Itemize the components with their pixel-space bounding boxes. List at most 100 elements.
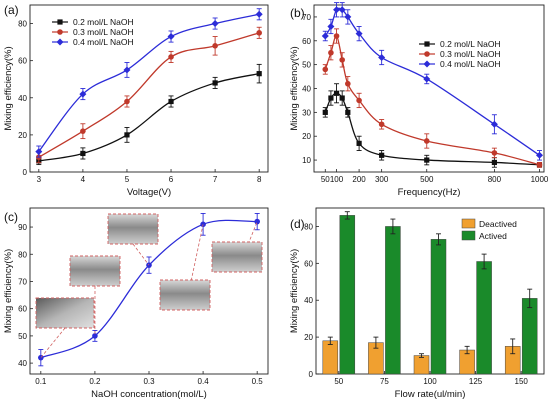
data-point <box>168 54 174 60</box>
data-point <box>35 148 43 156</box>
x-tick-label: 3 <box>37 175 42 184</box>
micrograph-inset <box>35 297 95 358</box>
x-tick-label: 5 <box>125 175 130 184</box>
data-point <box>379 152 385 158</box>
error-bar <box>419 353 424 358</box>
legend-label: 0.2 mol/L NaOH <box>73 17 134 27</box>
data-point <box>168 98 174 105</box>
x-tick-label: 0.3 <box>143 377 155 386</box>
legend-label: Actived <box>479 231 507 241</box>
legend-marker <box>424 51 430 57</box>
x-tick-label: 6 <box>169 175 174 184</box>
error-bar <box>373 336 379 349</box>
data-point <box>333 33 340 39</box>
data-point <box>339 57 345 63</box>
series-line <box>324 7 540 156</box>
plot-frame <box>29 4 269 173</box>
data-series <box>36 26 262 164</box>
inset-image <box>159 279 211 311</box>
x-tick-label: 100 <box>330 175 344 184</box>
data-point <box>491 150 498 156</box>
data-point <box>80 128 86 134</box>
data-point <box>424 157 430 163</box>
data-point <box>321 32 329 40</box>
series-line <box>38 13 260 152</box>
series-line <box>38 32 260 158</box>
bar-actived <box>385 226 401 375</box>
panel-b: 10 20 30 40 50 60 70(b) Mixing efficiency(%) Fre… <box>289 2 549 198</box>
y-tick-label: 20 <box>304 333 313 342</box>
data-point <box>333 6 341 14</box>
x-axis-label: Flow rate(ul/min) <box>395 389 466 400</box>
data-point <box>355 30 363 38</box>
y-tick-label: 80 <box>18 20 27 29</box>
data-point <box>333 90 340 96</box>
data-point <box>328 95 334 101</box>
data-point <box>378 121 385 128</box>
x-tick-label: 1000 <box>531 175 549 184</box>
data-point <box>256 30 262 36</box>
micrograph-inset <box>211 221 263 273</box>
data-point <box>212 43 218 49</box>
data-point <box>256 71 262 77</box>
y-axis-label: Mixing efficiency(%) <box>3 249 14 333</box>
data-point <box>167 33 175 41</box>
bar-actived <box>476 261 492 375</box>
y-tick-label: 40 <box>304 296 313 305</box>
inset-image <box>69 255 121 287</box>
y-tick-label: 40 <box>302 85 311 94</box>
y-axis-label: Mixing efficiency(%) <box>3 46 14 130</box>
x-tick-label: 300 <box>375 175 389 184</box>
y-tick-label: 10 <box>302 156 311 165</box>
bar-actived <box>339 215 356 375</box>
legend-marker <box>56 38 64 46</box>
legend-label: 0.3 mol/L NaOH <box>440 49 501 59</box>
y-tick-label: 30 <box>302 108 311 117</box>
data-point <box>344 13 352 21</box>
y-tick-label: 80 <box>18 250 27 259</box>
inset-connector <box>184 224 204 311</box>
x-tick-label: 125 <box>469 377 483 386</box>
inset-connector <box>40 327 66 358</box>
legend-label: 0.2 mol/L NaOH <box>440 39 501 49</box>
y-tick-label: 20 <box>302 132 311 141</box>
x-tick-label: 75 <box>380 377 389 386</box>
error-bar <box>527 288 533 309</box>
data-point <box>322 109 328 115</box>
y-tick-label: 60 <box>304 259 313 268</box>
micrograph-inset <box>107 213 159 266</box>
data-series <box>321 2 543 161</box>
legend-marker <box>57 29 63 35</box>
data-point <box>535 151 543 159</box>
x-tick-label: 50 <box>334 377 343 386</box>
data-point <box>124 132 130 138</box>
data-series <box>322 83 543 168</box>
x-tick-label: 7 <box>213 175 218 184</box>
inset-image <box>107 213 159 245</box>
x-axis-label: NaOH concentration(mol/L) <box>91 389 207 400</box>
data-series <box>35 8 263 158</box>
y-tick-label: 90 <box>18 223 27 232</box>
micrograph-inset <box>69 255 121 336</box>
y-tick-label: 50 <box>302 61 311 70</box>
y-axis-label: Mixing efficiency(%) <box>289 249 300 333</box>
data-point <box>338 6 346 14</box>
data-point <box>322 66 329 73</box>
error-bar <box>344 211 350 220</box>
y-tick-label: 60 <box>18 57 27 66</box>
data-series <box>322 28 543 168</box>
data-point <box>80 150 86 157</box>
data-point <box>211 20 219 28</box>
data-point <box>146 262 152 268</box>
data-point <box>356 140 362 146</box>
data-point <box>79 90 87 98</box>
legend-marker <box>57 19 63 25</box>
legend-label: 0.3 mol/L NaOH <box>73 27 134 37</box>
bar-actived <box>430 239 447 375</box>
y-tick-label: 50 <box>18 332 27 341</box>
x-tick-label: 0.1 <box>35 377 47 386</box>
error-bar <box>481 253 487 270</box>
data-point <box>327 22 335 30</box>
y-tick-label: 40 <box>18 359 27 368</box>
